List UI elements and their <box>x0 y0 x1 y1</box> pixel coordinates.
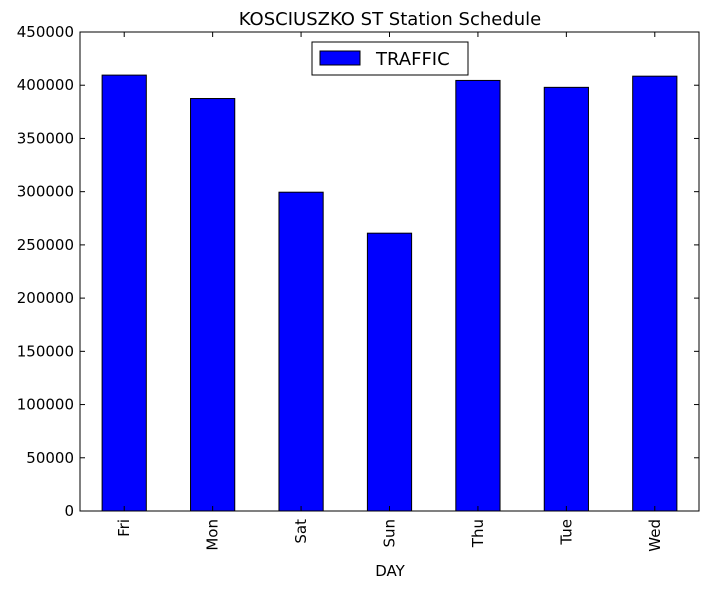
x-tick-label-fri: Fri <box>115 519 133 537</box>
y-tick-label-150000: 150000 <box>17 342 74 360</box>
bar-thu <box>455 79 501 512</box>
chart-title: KOSCIUSZKO ST Station Schedule <box>239 9 542 30</box>
bar-mon <box>190 98 236 512</box>
legend-label: TRAFFIC <box>375 49 450 70</box>
x-axis-label: DAY <box>375 562 405 580</box>
legend-box <box>311 41 469 76</box>
y-tick-label-300000: 300000 <box>17 183 74 201</box>
bar-wed <box>632 75 678 512</box>
y-tick-label-50000: 50000 <box>26 449 74 467</box>
legend: TRAFFIC <box>311 41 469 76</box>
x-tick-label-thu: Thu <box>469 519 487 548</box>
y-tick-label-100000: 100000 <box>17 396 74 414</box>
y-tick-label-400000: 400000 <box>17 76 74 94</box>
plot-frame <box>79 31 700 512</box>
x-tick-label-tue: Tue <box>557 519 575 546</box>
y-tick-label-450000: 450000 <box>17 23 74 41</box>
x-tick-label-sun: Sun <box>381 519 399 548</box>
y-tick-label-200000: 200000 <box>17 289 74 307</box>
bar-sun <box>366 232 413 512</box>
y-tick-label-350000: 350000 <box>17 129 74 147</box>
y-tick-label-0: 0 <box>64 502 74 520</box>
x-tick-label-sat: Sat <box>292 519 310 544</box>
x-tick-label-wed: Wed <box>646 519 664 552</box>
bar-fri <box>101 74 147 512</box>
legend-swatch <box>319 50 361 66</box>
bar-sat <box>278 191 324 512</box>
y-tick-label-250000: 250000 <box>17 236 74 254</box>
bar-tue <box>543 86 589 512</box>
x-tick-label-mon: Mon <box>204 519 222 551</box>
plot-area: Fri Mon Sat Sun Thu Tue Wed 0 50000 100000 150000 2… <box>17 23 700 552</box>
